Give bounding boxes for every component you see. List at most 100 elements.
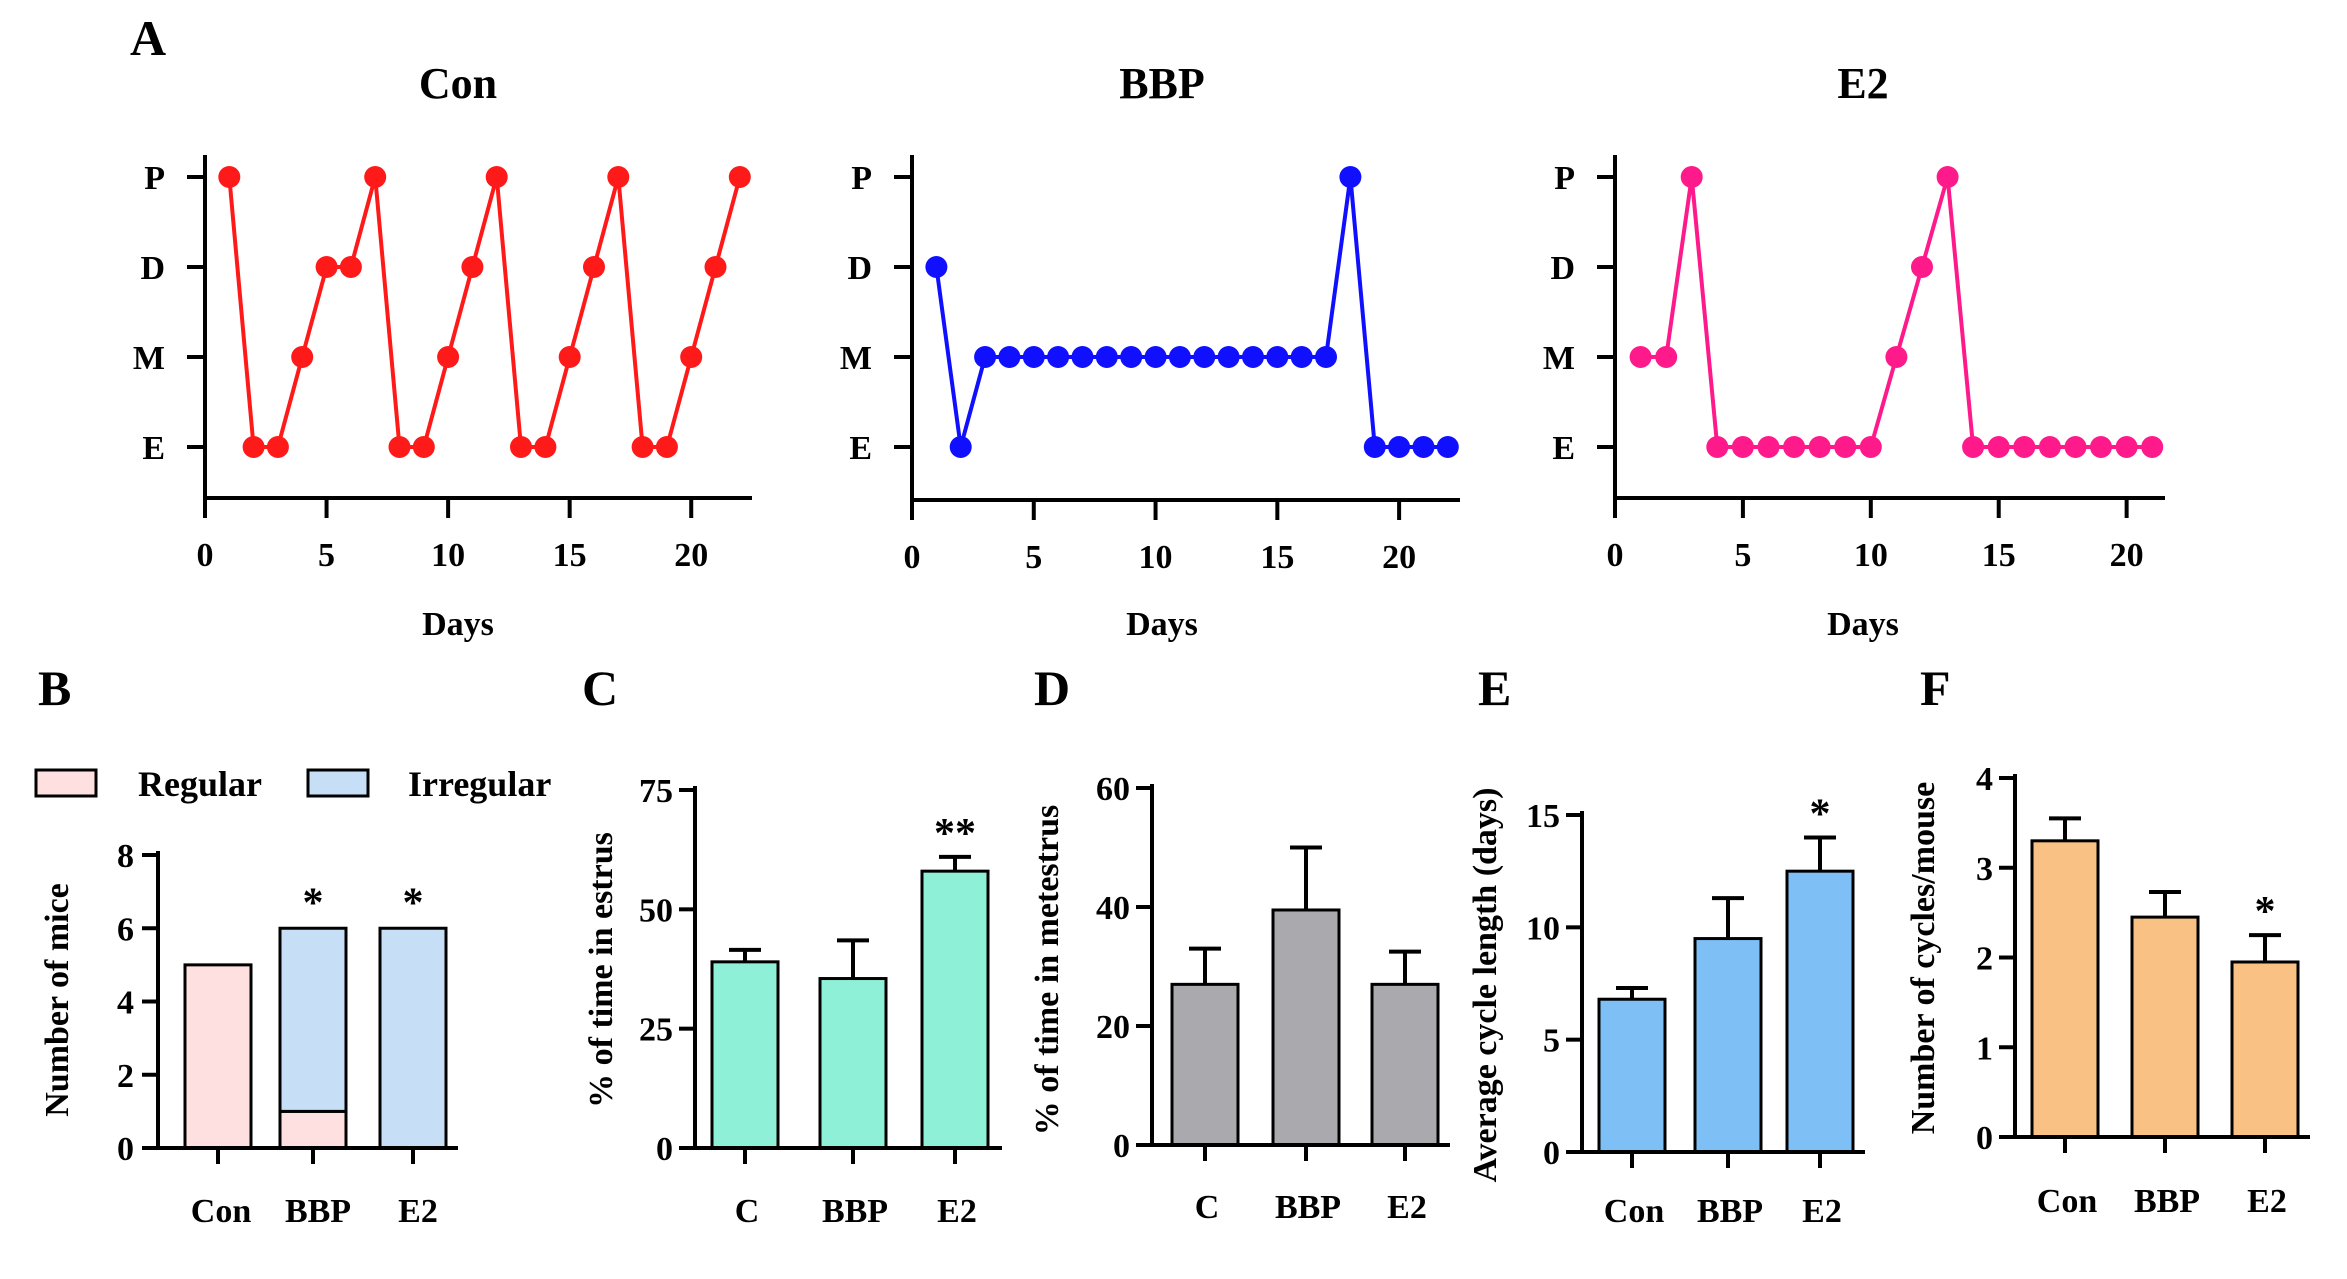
data-point	[1885, 346, 1908, 368]
chart-title: BBP	[1119, 59, 1205, 108]
data-point	[242, 436, 265, 458]
y-tick-label: 25	[639, 1012, 673, 1049]
x-tick-label: 10	[1854, 537, 1888, 574]
data-point	[1436, 436, 1459, 458]
x-tick-label: 15	[553, 537, 587, 574]
y-tick-label: E	[142, 430, 165, 467]
data-point	[1629, 346, 1652, 368]
data-point	[388, 436, 411, 458]
y-tick-label: 0	[1976, 1120, 1993, 1157]
y-tick-label: E	[1552, 430, 1575, 467]
data-point	[1022, 346, 1045, 368]
data-point	[218, 166, 241, 188]
y-axis-label: Number of mice	[39, 883, 76, 1117]
data-point	[925, 256, 948, 278]
x-tick-label: C	[1195, 1189, 1220, 1226]
legend-swatch	[34, 768, 98, 798]
y-tick-label: D	[847, 250, 872, 287]
y-tick-label: 2	[117, 1058, 134, 1095]
mice-regularity-chart: Regular Irregular Con * BBP * E2 0 2 4 6 8 Number of…	[34, 764, 551, 1230]
y-tick-label: 15	[1526, 798, 1560, 835]
data-point	[1834, 436, 1857, 458]
x-tick-label: BBP	[285, 1193, 351, 1230]
bar	[1170, 982, 1240, 1147]
y-tick-label: D	[140, 250, 165, 287]
y-tick-label: 4	[117, 985, 134, 1022]
data-point	[1217, 346, 1240, 368]
data-point	[680, 346, 703, 368]
bar	[2030, 839, 2100, 1139]
data-point	[510, 436, 532, 458]
estrous-chart-e2: E2 E M D P 0 5 10 15 20 Days	[1543, 59, 2165, 643]
data-point	[339, 256, 362, 278]
data-point	[1680, 166, 1703, 188]
x-axis-label: Days	[422, 606, 494, 643]
data-point	[266, 436, 289, 458]
y-tick-label: 2	[1976, 941, 1993, 978]
y-tick-label: 0	[1543, 1135, 1560, 1172]
y-tick-label: 3	[1976, 851, 1993, 888]
bar-chart-e: Con BBP * E2 0 5 10 15 Average cycle length (day…	[1467, 788, 1865, 1230]
x-tick-label: BBP	[1275, 1189, 1341, 1226]
y-tick-label: 0	[1113, 1128, 1130, 1165]
x-tick-label: 10	[431, 537, 465, 574]
x-tick-label: BBP	[1697, 1193, 1763, 1230]
data-point	[998, 346, 1021, 368]
y-tick-label: M	[840, 340, 872, 377]
y-tick-label: 20	[1096, 1009, 1130, 1046]
x-tick-label: BBP	[822, 1193, 888, 1230]
bar	[920, 869, 990, 1150]
y-tick-label: D	[1550, 250, 1575, 287]
y-tick-label: E	[849, 430, 872, 467]
data-point	[412, 436, 435, 458]
y-axis-label: % of time in metestrus	[1029, 805, 1066, 1135]
significance-marker: *	[303, 880, 324, 926]
x-tick-label: C	[735, 1193, 760, 1230]
data-point	[2064, 436, 2087, 458]
significance-marker: **	[934, 811, 976, 857]
x-axis-label: Days	[1827, 606, 1899, 643]
data-point	[1412, 436, 1435, 458]
data-point	[1266, 346, 1289, 368]
data-point	[2013, 436, 2036, 458]
y-tick-label: 75	[639, 773, 673, 810]
data-point	[1936, 166, 1959, 188]
bar	[818, 977, 888, 1150]
bar	[2230, 960, 2300, 1139]
x-tick-label: 20	[674, 537, 708, 574]
bar	[1271, 908, 1341, 1147]
panel-label-f: F	[1920, 660, 1951, 716]
x-tick-label: 15	[1982, 537, 2016, 574]
data-point	[1388, 436, 1411, 458]
data-point	[704, 256, 727, 278]
bar	[710, 960, 780, 1150]
data-point	[534, 436, 557, 458]
x-tick-label: 0	[197, 537, 214, 574]
y-tick-label: 40	[1096, 890, 1130, 927]
y-tick-label: 5	[1543, 1023, 1560, 1060]
data-point	[1144, 346, 1167, 368]
data-point	[461, 256, 484, 278]
data-point	[1120, 346, 1143, 368]
y-tick-label: 60	[1096, 771, 1130, 808]
data-point	[1706, 436, 1729, 458]
series-line	[227, 176, 742, 449]
x-tick-label: E2	[1387, 1189, 1427, 1226]
chart-title: E2	[1837, 59, 1888, 108]
data-point	[2141, 436, 2164, 458]
bar	[378, 926, 448, 1150]
data-point	[315, 256, 338, 278]
legend-swatch	[306, 768, 370, 798]
bar-chart-f: Con BBP * E2 0 1 2 3 4 Number of cycles/mouse	[1905, 761, 2310, 1220]
data-point	[1168, 346, 1191, 368]
significance-marker: *	[1810, 791, 1831, 837]
panel-label-d: D	[1034, 660, 1070, 716]
bar-chart-c: C BBP ** E2 0 25 50 75 % of time in estrus	[583, 773, 1002, 1230]
estrous-chart-bbp: BBP E M D P 0 5 10 15 20 Days	[840, 59, 1460, 643]
x-tick-label: 15	[1260, 539, 1294, 576]
data-point	[974, 346, 997, 368]
significance-marker: *	[2255, 889, 2276, 935]
panel-label-b: B	[38, 660, 71, 716]
series-line	[1640, 176, 2153, 449]
data-point	[437, 346, 460, 368]
